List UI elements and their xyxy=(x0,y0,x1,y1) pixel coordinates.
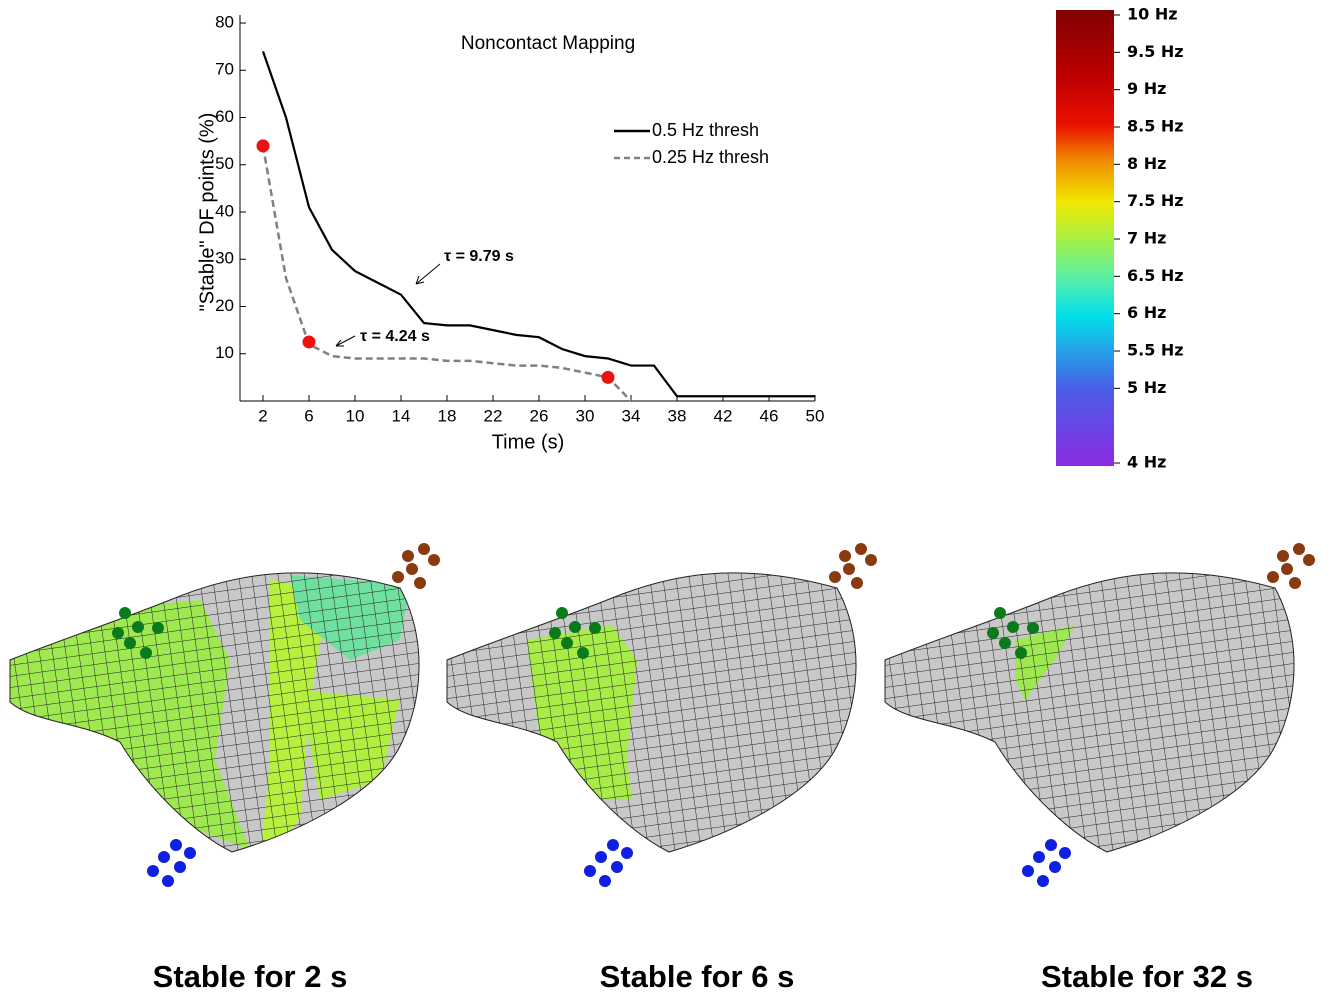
annotation-arrow xyxy=(415,263,441,285)
colorbar-tick-label: 9.5 Hz xyxy=(1127,42,1184,61)
x-tick-label: 22 xyxy=(484,406,503,425)
x-tick-label: 50 xyxy=(806,406,825,425)
colorbar-tick-label: 9 Hz xyxy=(1127,79,1166,98)
y-tick-label: 40 xyxy=(215,201,234,220)
colorbar-tick-label: 8.5 Hz xyxy=(1127,117,1184,136)
colorbar xyxy=(1056,10,1114,466)
x-tick-label: 10 xyxy=(346,406,365,425)
colorbar-tick-label: 5.5 Hz xyxy=(1127,341,1184,360)
x-tick-label: 14 xyxy=(392,406,411,425)
x-tick-label: 38 xyxy=(668,406,687,425)
heart-mesh xyxy=(446,543,877,887)
colorbar-tick-label: 8 Hz xyxy=(1127,154,1166,173)
y-tick-label: 70 xyxy=(215,60,234,79)
x-tick-label: 26 xyxy=(530,406,549,425)
y-tick-label: 30 xyxy=(215,249,234,268)
data-line xyxy=(261,145,632,402)
y-tick-label: 10 xyxy=(215,343,234,362)
x-tick-label: 6 xyxy=(304,406,313,425)
colorbar-tick-label: 7.5 Hz xyxy=(1127,191,1184,210)
mesh-panels xyxy=(9,543,1315,887)
data-line xyxy=(261,50,815,398)
colorbar-tick-label: 6 Hz xyxy=(1127,303,1166,322)
highlight-point xyxy=(601,370,615,384)
colorbar-tick-label: 4 Hz xyxy=(1127,453,1166,472)
highlight-point xyxy=(302,335,316,349)
legend-label: 0.25 Hz thresh xyxy=(652,147,769,167)
colorbar-tick-label: 10 Hz xyxy=(1127,5,1178,24)
heart-mesh xyxy=(884,543,1315,887)
x-tick-label: 42 xyxy=(714,406,733,425)
x-tick-label: 30 xyxy=(576,406,595,425)
y-tick-label: 60 xyxy=(215,107,234,126)
panel-caption: Stable for 6 s xyxy=(600,959,795,994)
colorbar-tick-label: 5 Hz xyxy=(1127,378,1166,397)
y-tick-label: 80 xyxy=(215,12,234,31)
x-tick-label: 46 xyxy=(760,406,779,425)
y-tick-label: 20 xyxy=(215,296,234,315)
chart-title: Noncontact Mapping xyxy=(461,33,635,54)
highlight-point xyxy=(256,139,270,153)
annotation-arrow xyxy=(335,335,356,347)
colorbar-gradient xyxy=(1056,10,1114,466)
x-axis-label: Time (s) xyxy=(492,431,565,453)
x-tick-label: 34 xyxy=(622,406,641,425)
annotation: τ = 9.79 s xyxy=(444,248,514,265)
colorbar-tick-label: 6.5 Hz xyxy=(1127,266,1184,285)
heart-mesh xyxy=(9,543,440,887)
panel-caption: Stable for 32 s xyxy=(1041,959,1253,994)
line-chart: Noncontact Mapping Time (s) "Stable" DF … xyxy=(196,33,635,453)
panel-caption: Stable for 2 s xyxy=(153,959,348,994)
y-axis-label: "Stable" DF points (%) xyxy=(196,113,218,312)
colorbar-tick-label: 7 Hz xyxy=(1127,229,1166,248)
legend-label: 0.5 Hz thresh xyxy=(652,120,759,140)
y-tick-label: 50 xyxy=(215,154,234,173)
x-tick-label: 2 xyxy=(258,406,267,425)
x-tick-label: 18 xyxy=(438,406,457,425)
annotation: τ = 4.24 s xyxy=(360,328,430,345)
